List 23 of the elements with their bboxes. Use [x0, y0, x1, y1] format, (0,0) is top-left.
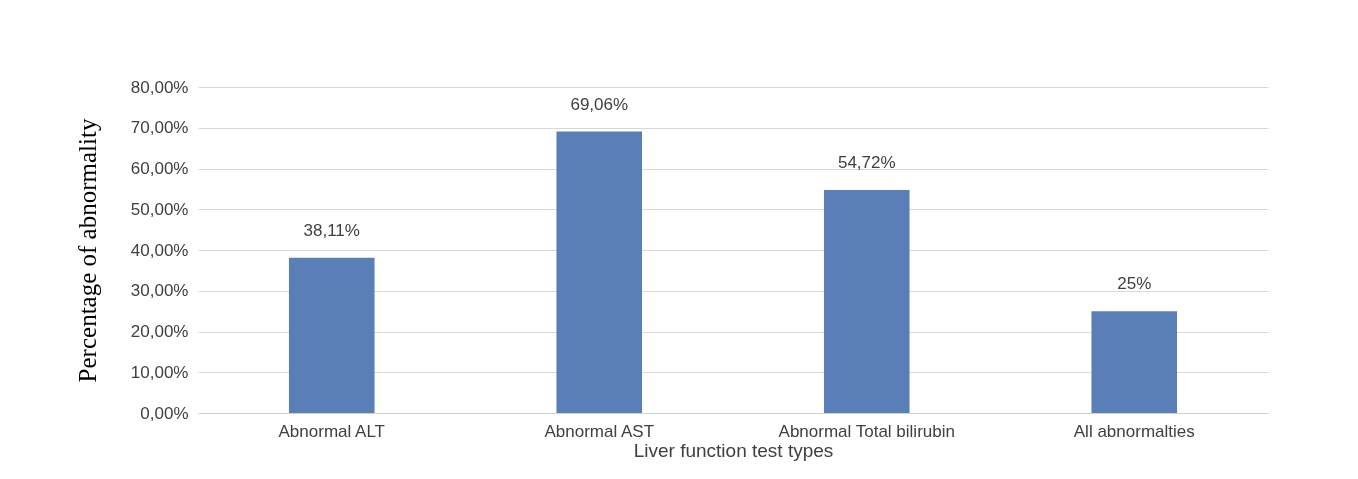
data-label: 25% [1117, 274, 1152, 294]
y-tick-label: 20,00% [130, 322, 189, 341]
y-tick-label: 60,00% [130, 159, 189, 178]
x-axis-title: Liver function test types [633, 439, 834, 461]
bar [1091, 311, 1178, 413]
y-tick-label: 10,00% [130, 362, 189, 382]
y-axis-title: Percentage of abnormality [73, 118, 101, 383]
y-tick-label: 50,00% [130, 199, 189, 219]
bar [288, 257, 375, 413]
data-label: 38,11% [303, 220, 360, 240]
data-label: 69,06% [570, 94, 629, 114]
x-tick-label: Abnormal AST [544, 421, 655, 441]
x-tick-label: Abnormal Total bilirubin [778, 421, 955, 441]
y-tick-label: 0,00% [140, 403, 189, 423]
y-tick-label: 30,00% [130, 281, 189, 301]
bar [556, 131, 643, 413]
y-tick-label: 70,00% [130, 118, 189, 138]
data-label: 54,72% [837, 153, 896, 173]
x-tick-label: All abnormalties [1073, 421, 1195, 441]
x-tick-label: Abnormal ALT [278, 421, 385, 441]
y-tick-label: 40,00% [130, 240, 189, 260]
y-tick-label: 80,00% [130, 77, 189, 97]
bar [823, 190, 910, 413]
